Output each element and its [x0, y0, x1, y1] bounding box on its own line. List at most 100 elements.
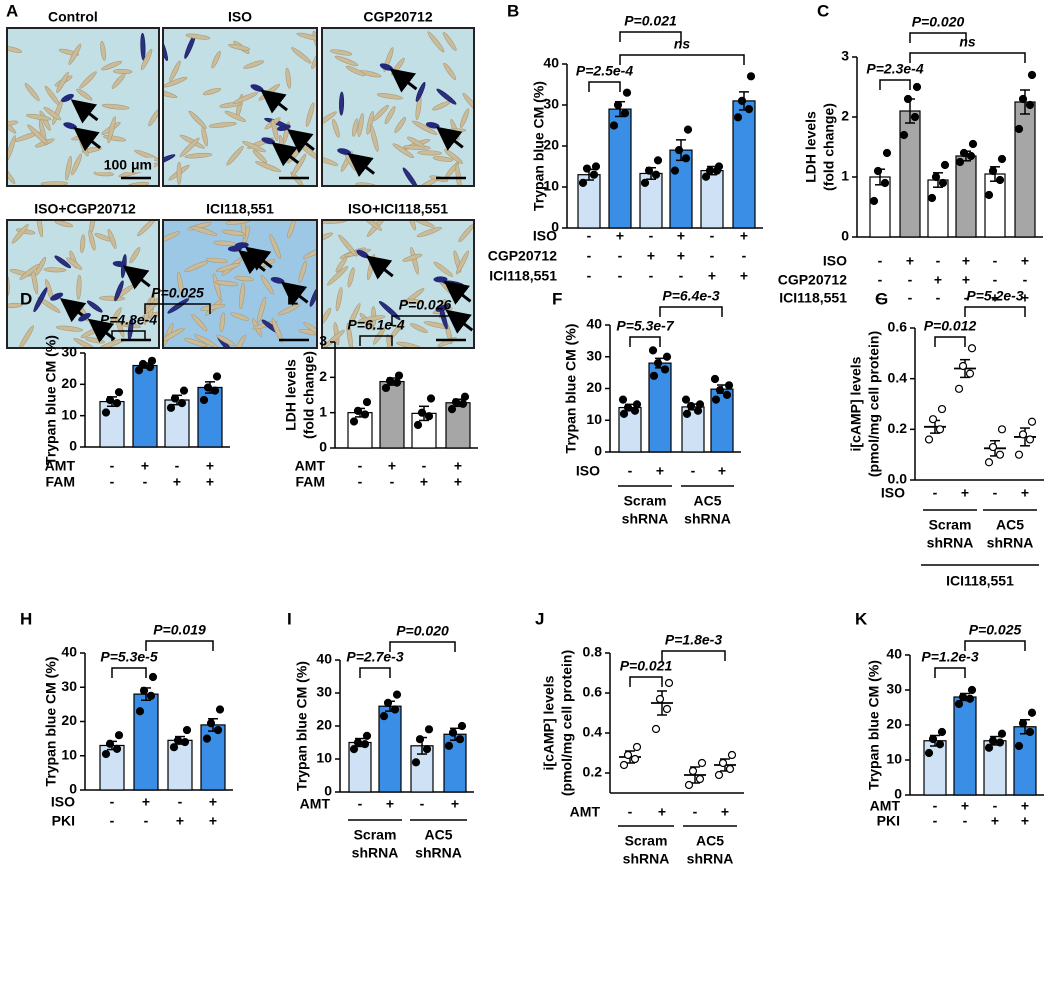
condition-sign: + — [647, 248, 655, 264]
group-label: Scram — [624, 493, 667, 509]
condition-name: FAM — [295, 474, 325, 490]
data-point — [1014, 450, 1024, 459]
data-point — [997, 729, 1007, 738]
image-title: ISO+ICI118,551 — [348, 201, 448, 217]
group-label: Scram — [625, 833, 668, 849]
data-point — [426, 394, 436, 403]
bar — [927, 179, 949, 238]
data-point — [1027, 70, 1037, 80]
data-point — [662, 704, 672, 714]
cell — [322, 111, 337, 128]
micrograph-frame — [162, 219, 318, 349]
cell — [436, 88, 457, 105]
data-point — [869, 196, 879, 206]
panel-letter: J — [535, 609, 544, 628]
data-point — [620, 109, 630, 118]
group-label: AC5 — [424, 827, 452, 843]
arrow — [365, 255, 394, 280]
comparison-label: P=0.021 — [624, 13, 677, 29]
data-point — [681, 395, 691, 404]
condition-sign: + — [141, 458, 149, 474]
data-point — [653, 359, 663, 368]
condition-name: AMT — [300, 796, 331, 812]
comparison-bracket — [629, 676, 663, 687]
data-point — [997, 154, 1007, 164]
data-point — [202, 734, 212, 743]
data-point — [727, 750, 737, 760]
data-point — [609, 121, 619, 130]
bar — [923, 740, 947, 796]
condition-name: ISO — [51, 794, 75, 810]
data-point — [655, 694, 665, 704]
bar — [379, 380, 405, 449]
data-point — [695, 774, 705, 784]
error-bar — [657, 690, 667, 716]
data-point — [1014, 741, 1024, 751]
data-point — [988, 166, 998, 176]
cell — [338, 234, 358, 257]
data-point — [880, 178, 890, 188]
data-point — [724, 381, 734, 390]
comparison-label: ns — [674, 36, 691, 52]
condition-sign: - — [993, 272, 998, 288]
cell — [54, 220, 73, 228]
comparison-bracket — [619, 31, 682, 42]
data-point — [413, 420, 423, 430]
data-point — [180, 737, 190, 747]
dead-cell — [435, 304, 449, 312]
data-point — [653, 156, 663, 165]
data-point — [1018, 719, 1028, 728]
condition-name: AMT — [295, 458, 326, 474]
cell — [107, 116, 116, 144]
data-point — [701, 172, 711, 181]
bar — [953, 696, 977, 796]
condition-sign: - — [587, 248, 592, 264]
cell — [415, 81, 426, 102]
data-point — [613, 100, 623, 110]
arrow — [73, 127, 102, 152]
cell — [27, 124, 49, 145]
cell — [24, 83, 40, 102]
data-point — [928, 415, 938, 424]
y-tick-label: 10 — [543, 178, 559, 194]
data-point — [882, 148, 892, 158]
data-point — [148, 672, 158, 682]
cell — [126, 181, 150, 186]
cell — [345, 65, 366, 77]
micrograph-frame — [321, 27, 475, 187]
condition-sign: - — [993, 485, 998, 501]
data-point — [618, 395, 628, 404]
condition-sign: + — [1021, 253, 1029, 269]
y-tick-label: 2 — [841, 108, 849, 124]
condition-name: FAM — [45, 474, 75, 490]
cell — [376, 93, 403, 100]
y-tick-label: 10 — [61, 746, 77, 762]
data-point — [114, 731, 124, 740]
condition-sign: - — [649, 228, 654, 244]
cell — [219, 312, 226, 333]
group-label: AC5 — [693, 493, 721, 509]
micrograph — [322, 220, 474, 348]
cell — [177, 271, 184, 297]
condition-sign: + — [176, 813, 184, 829]
bar — [347, 412, 373, 449]
micrograph — [163, 220, 317, 348]
condition-sign: + — [1021, 290, 1029, 306]
data-point — [203, 383, 213, 392]
cell — [19, 263, 40, 280]
comparison-label: P=1.2e-3 — [921, 649, 978, 665]
cell — [357, 113, 364, 138]
data-point — [927, 193, 937, 203]
cell — [243, 60, 265, 69]
comparison-label: P=0.021 — [620, 658, 673, 674]
condition-sign: - — [143, 474, 148, 490]
condition-sign: - — [936, 290, 941, 306]
panel-letter: C — [817, 1, 829, 20]
condition-sign: + — [206, 458, 214, 474]
cell — [455, 250, 470, 275]
data-point — [166, 403, 176, 412]
data-point — [623, 403, 633, 412]
data-point — [686, 401, 696, 411]
condition-sign: - — [587, 228, 592, 244]
